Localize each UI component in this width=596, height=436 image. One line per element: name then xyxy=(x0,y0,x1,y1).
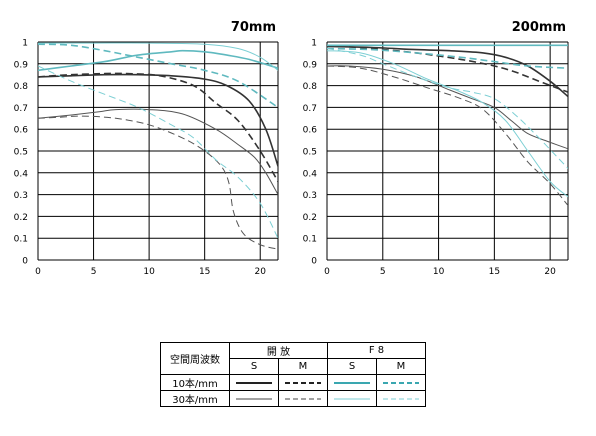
legend-row-30: 30本/mm xyxy=(160,390,426,407)
chart-title: 70mm xyxy=(231,20,276,35)
x-tick-label: 20 xyxy=(254,267,266,277)
x-tick-label: 15 xyxy=(489,267,500,277)
legend-row-10-label: 10本/mm xyxy=(160,374,230,391)
series-30-open-S xyxy=(38,108,278,195)
series-30-F8-M xyxy=(38,65,278,239)
legend-header-row: 空間周波数 開 放 F 8 xyxy=(160,342,426,375)
y-tick-label: 0.6 xyxy=(303,126,318,136)
y-tick-label: 0.4 xyxy=(14,169,29,179)
series-10-F8-M xyxy=(327,47,568,69)
x-tick-label: 0 xyxy=(324,267,330,277)
legend-sample-30-f8-m xyxy=(376,390,426,407)
y-tick-label: 0.4 xyxy=(303,169,318,179)
y-tick-label: 0.5 xyxy=(14,148,28,158)
legend-sample-10-f8-s xyxy=(327,374,377,391)
series-30-open-M xyxy=(327,65,568,206)
series-10-open-M xyxy=(327,44,568,93)
x-tick-label: 10 xyxy=(143,267,155,277)
y-tick-label: 0.9 xyxy=(14,60,29,70)
legend-row-10: 10本/mm xyxy=(160,374,426,391)
legend-sample-30-open-m xyxy=(278,390,328,407)
legend-f8-header: F 8 xyxy=(327,342,426,359)
y-tick-label: 0 xyxy=(311,257,317,267)
x-tick-label: 5 xyxy=(380,267,386,277)
series-30-open-S xyxy=(327,65,568,150)
series-10-open-S xyxy=(38,73,278,167)
y-tick-label: 0.2 xyxy=(303,213,317,223)
y-tick-label: 0.5 xyxy=(303,148,317,158)
y-tick-label: 0.7 xyxy=(303,104,317,114)
x-tick-label: 20 xyxy=(544,267,556,277)
legend-open-s: S xyxy=(229,358,279,375)
series-30-F8-S xyxy=(38,42,278,71)
series-30-F8-S xyxy=(327,50,568,198)
legend-sample-10-f8-m xyxy=(376,374,426,391)
legend-table: 空間周波数 開 放 F 8 S M S M 10本/mm 30本/mm xyxy=(160,342,426,407)
series-10-F8-M xyxy=(38,43,278,109)
series-10-F8-S xyxy=(38,49,278,72)
y-tick-label: 0.6 xyxy=(14,126,29,136)
x-tick-label: 5 xyxy=(91,267,97,277)
y-tick-label: 0.2 xyxy=(14,213,28,223)
series-30-open-M xyxy=(38,115,278,250)
legend-row-30-label: 30本/mm xyxy=(160,390,230,407)
y-tick-label: 0.8 xyxy=(14,82,29,92)
y-tick-label: 0.1 xyxy=(14,235,28,245)
legend-sample-10-open-s xyxy=(229,374,279,391)
x-tick-label: 0 xyxy=(35,267,41,277)
legend-f8-m: M xyxy=(376,358,426,375)
legend-sample-10-open-m xyxy=(278,374,328,391)
x-tick-label: 10 xyxy=(433,267,445,277)
series-10-open-M xyxy=(38,72,278,182)
y-tick-label: 0 xyxy=(22,257,28,267)
y-tick-label: 1 xyxy=(311,39,317,49)
legend-sample-30-f8-s xyxy=(327,390,377,407)
legend-freq-header: 空間周波数 xyxy=(160,342,230,375)
y-tick-label: 0.3 xyxy=(14,191,28,201)
y-tick-label: 0.9 xyxy=(303,60,318,70)
series-10-open-S xyxy=(327,45,568,98)
x-tick-label: 15 xyxy=(199,267,210,277)
legend-sample-30-open-s xyxy=(229,390,279,407)
legend-open-m: M xyxy=(278,358,328,375)
chart-title: 200mm xyxy=(512,20,566,35)
y-tick-label: 0.8 xyxy=(303,82,318,92)
y-tick-label: 1 xyxy=(22,39,28,49)
y-tick-label: 0.1 xyxy=(303,235,317,245)
series-30-F8-M xyxy=(327,48,568,169)
y-tick-label: 0.7 xyxy=(14,104,28,114)
legend-f8-s: S xyxy=(327,358,377,375)
y-tick-label: 0.3 xyxy=(303,191,317,201)
legend-open-header: 開 放 xyxy=(229,342,328,359)
